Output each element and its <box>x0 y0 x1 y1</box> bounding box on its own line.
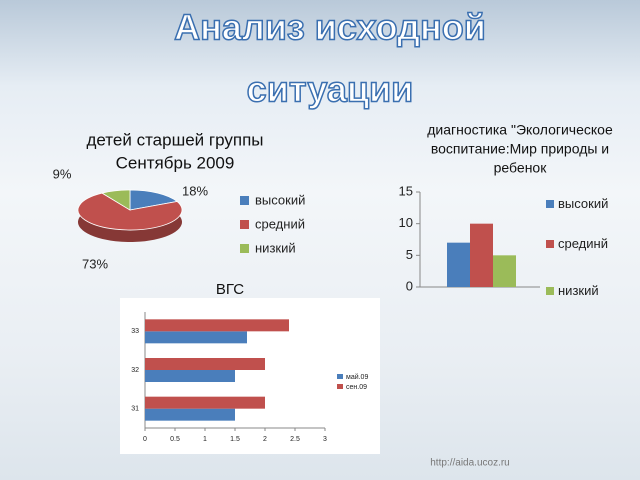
legend-label: низкий <box>558 283 599 298</box>
y-tick-label: 5 <box>406 247 413 262</box>
data-label: 9% <box>53 166 72 181</box>
chart-title: диагностика "Экологическое <box>427 122 613 138</box>
bar <box>145 331 247 344</box>
x-tick-label: 2.5 <box>290 436 300 443</box>
x-tick-label: 3 <box>323 436 327 443</box>
legend-label: высокий <box>255 192 305 207</box>
legend-label: срединй <box>558 236 608 251</box>
legend-swatch <box>546 240 554 248</box>
chart-title: воспитание:Мир природы и <box>431 141 609 157</box>
chart-title: Сентябрь 2009 <box>116 153 235 172</box>
bar <box>447 242 470 287</box>
y-tick-label: 15 <box>399 183 413 198</box>
y-tick-label: 33 <box>131 328 139 335</box>
y-tick-label: 32 <box>131 367 139 374</box>
data-label: 73% <box>82 256 108 271</box>
legend-swatch <box>546 200 554 208</box>
legend-label: средний <box>255 216 305 231</box>
legend-swatch <box>337 374 343 379</box>
slide-title: ситуации <box>247 69 414 110</box>
x-tick-label: 0.5 <box>170 436 180 443</box>
legend-swatch <box>240 220 249 229</box>
y-tick-label: 31 <box>131 406 139 413</box>
legend-label: май.09 <box>346 373 368 381</box>
chart-title: ВГС <box>216 281 244 298</box>
bar <box>145 370 235 382</box>
legend-swatch <box>546 287 554 295</box>
x-tick-label: 1.5 <box>230 436 240 443</box>
legend-label: низкий <box>255 240 296 255</box>
bar <box>145 396 265 409</box>
legend-label: сен.09 <box>346 384 367 391</box>
bar <box>493 255 516 287</box>
x-tick-label: 1 <box>203 436 207 443</box>
pie-slice <box>129 189 178 211</box>
x-tick-label: 0 <box>143 436 147 443</box>
footer-url: http://aida.ucoz.ru <box>430 458 510 469</box>
bar <box>145 319 289 332</box>
y-tick-label: 10 <box>399 215 413 230</box>
pie-slice <box>101 189 131 211</box>
legend-swatch <box>240 196 249 205</box>
pie-slice <box>77 192 183 231</box>
slide-title: Анализ исходной <box>174 7 486 48</box>
x-tick-label: 2 <box>263 436 267 443</box>
bar <box>470 223 493 287</box>
chart-title: ребенок <box>494 160 548 176</box>
legend-swatch <box>337 384 343 389</box>
y-tick-label: 0 <box>406 278 413 293</box>
legend-swatch <box>240 244 249 253</box>
chart-title: детей старшей группы <box>87 130 264 149</box>
data-label: 18% <box>182 183 208 198</box>
bar <box>145 358 265 370</box>
legend-label: высокий <box>558 196 609 211</box>
bar <box>145 408 235 421</box>
slice-side <box>78 193 183 243</box>
